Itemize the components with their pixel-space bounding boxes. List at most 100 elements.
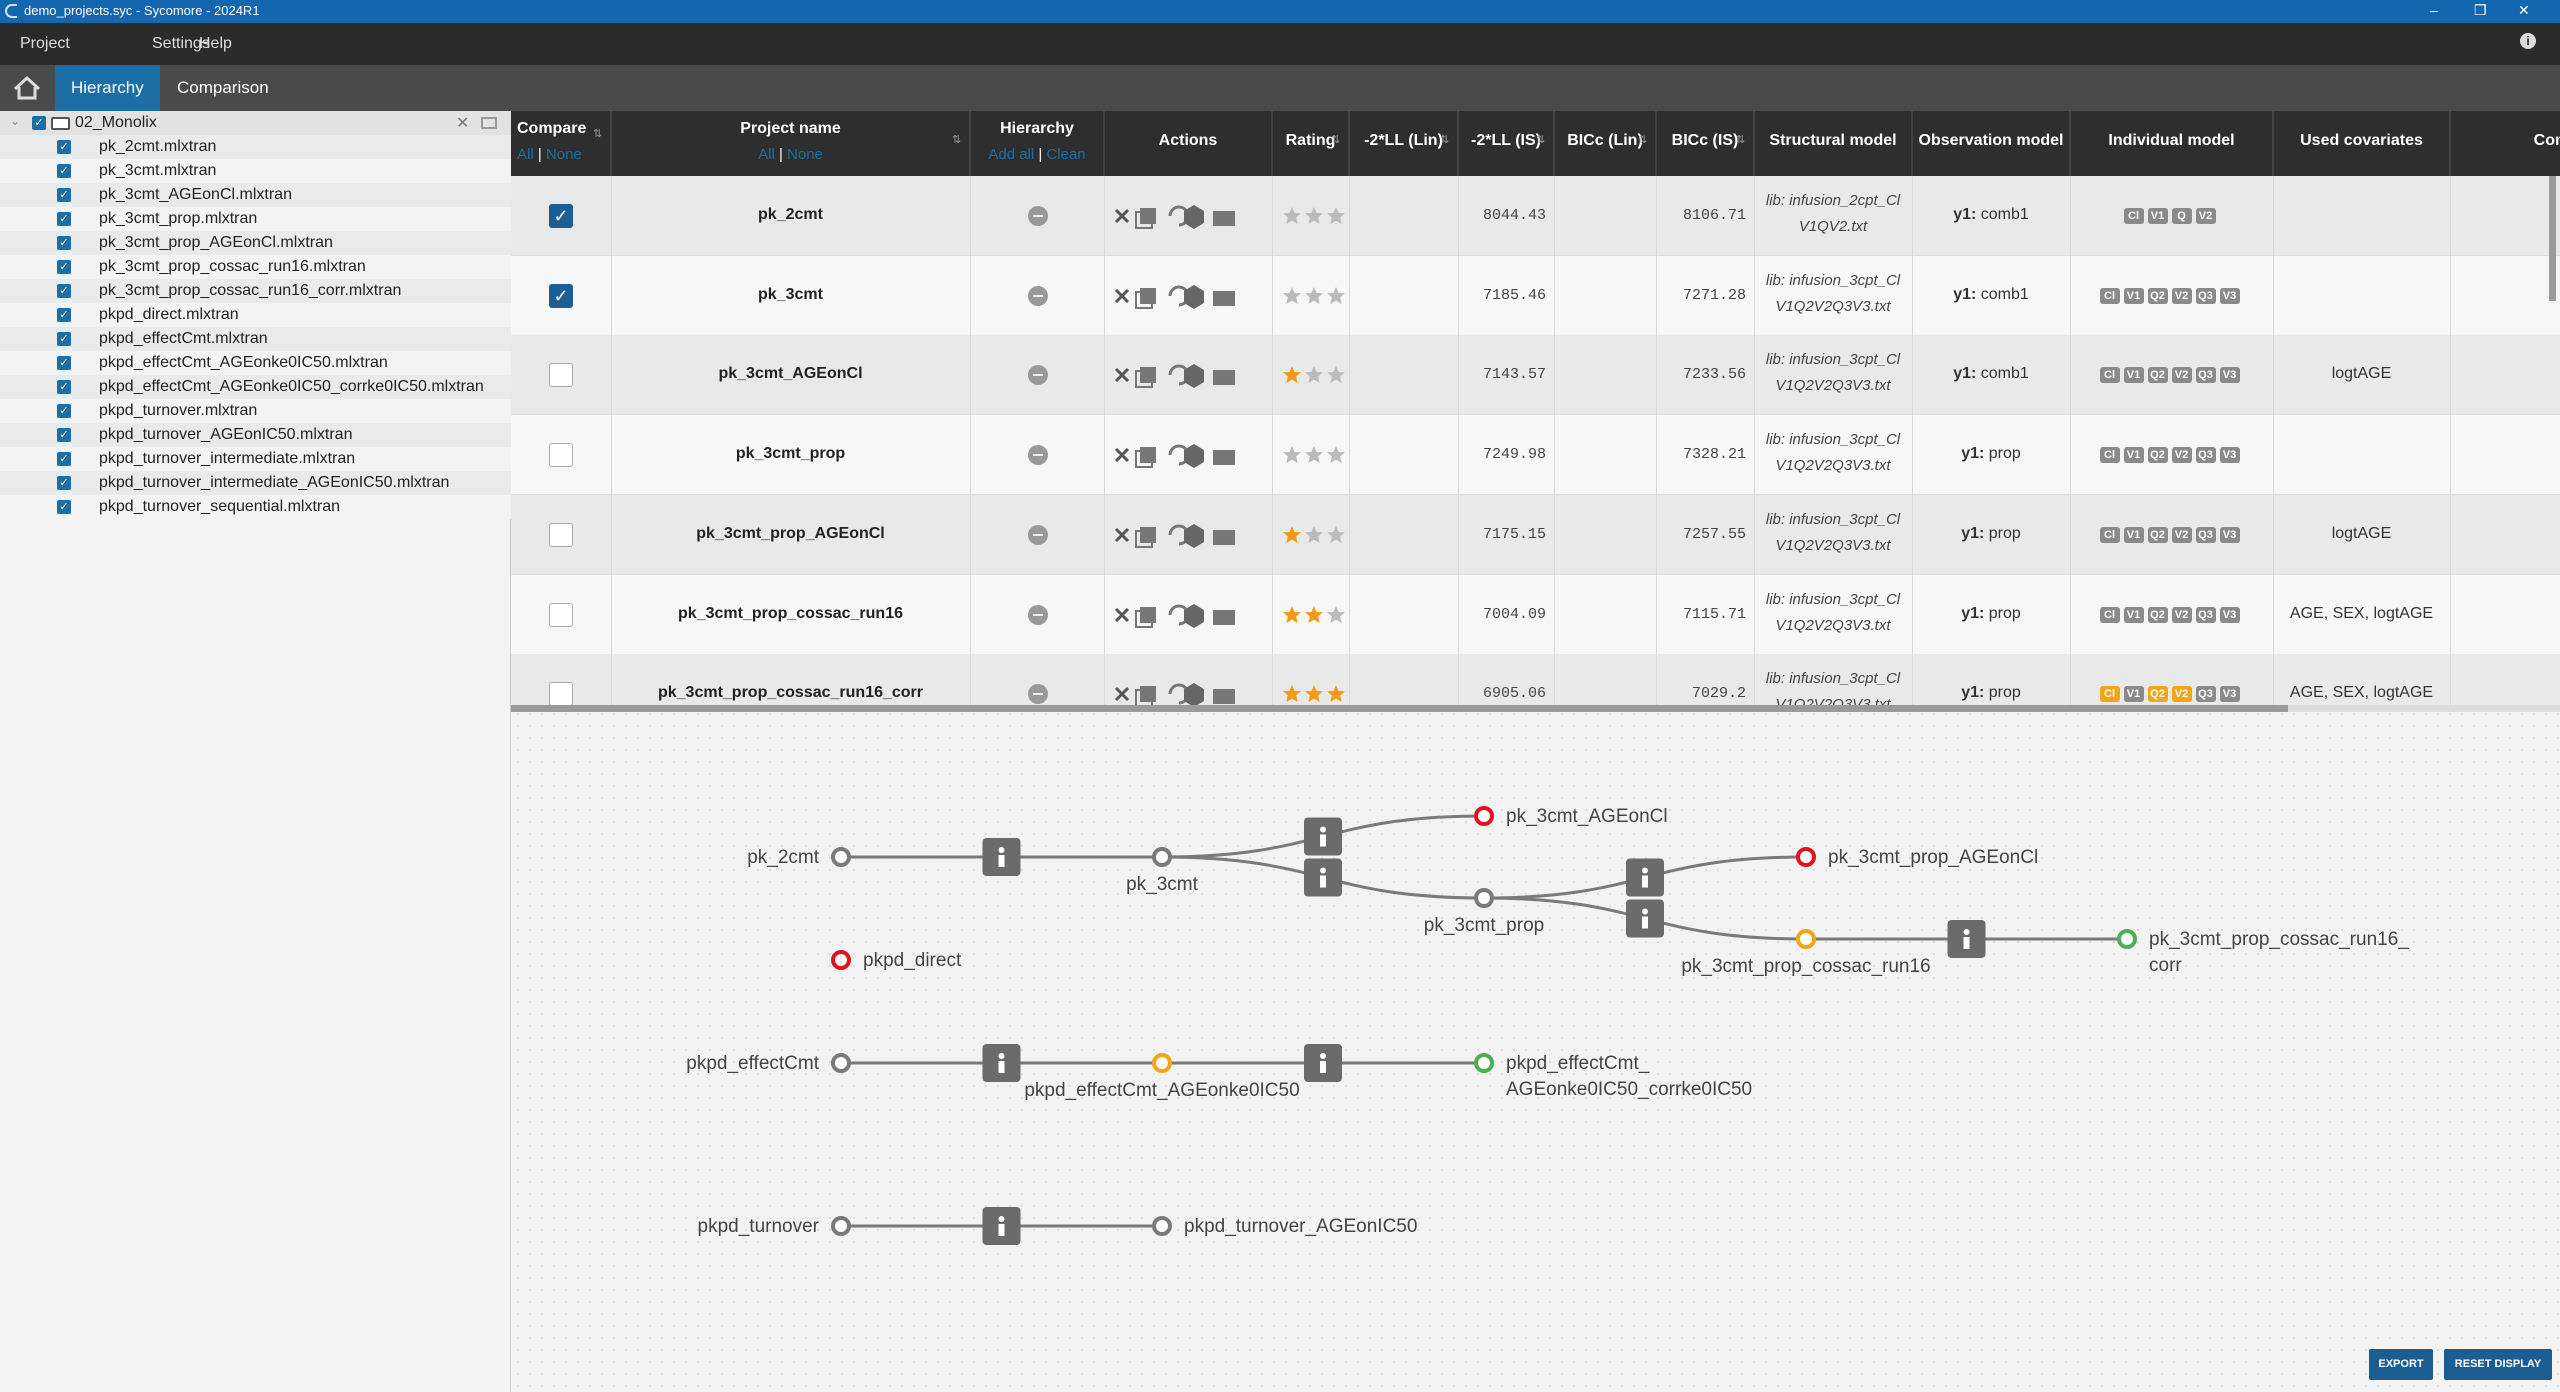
column-header[interactable]: Rating (1285, 132, 1336, 149)
checkbox[interactable]: ✓ (57, 428, 71, 442)
checkbox[interactable]: ✓ (32, 116, 46, 130)
edge-compare-button[interactable] (1304, 817, 1342, 856)
scrollbar-thumb[interactable] (511, 705, 2288, 712)
tree-file[interactable]: pkpd_effectCmt.mlxtran (99, 330, 268, 347)
edge-compare-button[interactable] (1304, 858, 1342, 897)
header-link[interactable]: All (517, 146, 534, 163)
tree-file[interactable]: pkpd_turnover.mlxtran (99, 402, 258, 419)
edge-compare-button[interactable] (1304, 1044, 1342, 1082)
menu-item[interactable]: Project (20, 35, 70, 52)
header-link[interactable]: None (545, 146, 582, 163)
tree-file[interactable]: pkpd_direct.mlxtran (99, 306, 239, 323)
checkbox[interactable]: ✓ (57, 260, 71, 274)
checkbox[interactable]: ✓ (57, 236, 71, 250)
sort-arrow[interactable]: ⇅ (1440, 134, 1450, 146)
checkbox[interactable]: ✓ (57, 404, 71, 418)
tree-file[interactable]: pk_3cmt_prop.mlxtran (99, 210, 258, 227)
column-header[interactable]: Used covariates (2300, 132, 2423, 149)
tree-file[interactable]: pk_3cmt_AGEonCl.mlxtran (99, 186, 292, 203)
action-icons[interactable] (1110, 276, 1270, 316)
column-header[interactable]: Project name (740, 120, 841, 137)
column-header[interactable]: Structural model (1769, 132, 1897, 149)
column-header[interactable]: Observation model (1918, 132, 2064, 149)
rating[interactable] (1280, 201, 1350, 231)
rating[interactable] (1280, 520, 1350, 550)
checkbox[interactable]: ✓ (57, 140, 71, 154)
action-icons[interactable] (1110, 196, 1270, 236)
tree-file[interactable]: pk_3cmt_prop_AGEonCl.mlxtran (99, 234, 333, 251)
close-icon[interactable]: ✕ (456, 115, 470, 132)
compare-checkbox[interactable] (549, 363, 573, 388)
checkbox[interactable]: ✓ (57, 308, 71, 322)
reset-display-button[interactable]: RESET DISPLAY (2444, 1349, 2552, 1380)
tree-file[interactable]: pk_3cmt.mlxtran (99, 162, 217, 179)
window-control[interactable]: ❐ (2474, 2, 2487, 18)
edge-compare-button[interactable] (1626, 858, 1664, 897)
tree-file[interactable]: pkpd_turnover_AGEonIC50.mlxtran (99, 426, 353, 443)
sort-arrow[interactable]: ⇅ (1638, 134, 1648, 146)
tab[interactable]: Hierarchy (71, 78, 144, 97)
checkbox[interactable]: ✓ (57, 212, 71, 226)
column-header[interactable]: Comments (2533, 132, 2560, 149)
column-header[interactable]: -2*LL (IS) (1471, 132, 1541, 149)
home-button[interactable] (0, 65, 55, 111)
tree-file[interactable]: pk_3cmt_prop_cossac_run16_corr.mlxtran (99, 282, 402, 299)
sort-arrow[interactable]: ⇅ (1736, 134, 1746, 146)
column-header[interactable]: BICc (Lin) (1567, 132, 1643, 149)
compare-checkbox[interactable] (549, 522, 573, 547)
tree-file[interactable]: pkpd_effectCmt_AGEonke0IC50_corrke0IC50.… (99, 378, 484, 395)
rating[interactable] (1280, 360, 1350, 390)
checkbox[interactable]: ✓ (57, 164, 71, 178)
edge-compare-button[interactable] (982, 1207, 1021, 1245)
checkbox[interactable]: ✓ (57, 452, 71, 466)
compare-checkbox[interactable] (549, 682, 573, 707)
rating[interactable] (1280, 600, 1350, 630)
header-link[interactable]: Clean (1046, 146, 1086, 163)
rating[interactable] (1280, 679, 1350, 709)
action-icons[interactable] (1110, 674, 1270, 712)
tab[interactable]: Comparison (177, 78, 269, 97)
tree-file[interactable]: pkpd_turnover_intermediate_AGEonIC50.mlx… (99, 474, 450, 491)
checkbox[interactable]: ✓ (57, 284, 71, 298)
vertical-scrollbar[interactable] (2549, 176, 2556, 301)
column-header[interactable]: -2*LL (Lin) (1364, 132, 1443, 149)
info-icon[interactable]: i (2520, 33, 2536, 49)
header-link[interactable]: None (787, 146, 823, 163)
menu-item[interactable]: Help (199, 35, 232, 52)
action-icons[interactable] (1110, 355, 1270, 395)
compare-checkbox[interactable]: ✓ (549, 283, 573, 308)
window-control[interactable]: ✕ (2518, 2, 2530, 18)
export-button[interactable]: EXPORT (2369, 1349, 2433, 1380)
action-icons[interactable] (1110, 595, 1270, 635)
checkbox[interactable]: ✓ (57, 332, 71, 346)
column-header[interactable]: Compare (517, 120, 587, 137)
edge-compare-button[interactable] (1626, 899, 1664, 938)
sort-arrow[interactable]: ⇅ (1536, 134, 1546, 146)
checkbox[interactable]: ✓ (57, 356, 71, 370)
checkbox[interactable]: ✓ (57, 380, 71, 394)
tree-file[interactable]: pkpd_turnover_sequential.mlxtran (99, 498, 341, 515)
column-header[interactable]: Individual model (2108, 132, 2235, 149)
column-header[interactable]: Hierarchy (1000, 120, 1074, 137)
tree-file[interactable]: pkpd_effectCmt_AGEonke0IC50.mlxtran (99, 354, 388, 371)
column-header[interactable]: BICc (IS) (1671, 132, 1739, 149)
tree-file[interactable]: pk_3cmt_prop_cossac_run16.mlxtran (99, 258, 366, 275)
sort-arrow[interactable]: ⇅ (1331, 134, 1341, 146)
checkbox[interactable]: ✓ (57, 476, 71, 490)
expander[interactable]: ⌄ (10, 114, 21, 128)
edge-compare-button[interactable] (982, 1044, 1021, 1082)
columns-icon[interactable] (481, 117, 497, 129)
tree-file[interactable]: pkpd_turnover_intermediate.mlxtran (99, 450, 356, 467)
action-icons[interactable] (1110, 435, 1270, 475)
checkbox[interactable]: ✓ (57, 500, 71, 514)
checkbox[interactable]: ✓ (57, 188, 71, 202)
compare-checkbox[interactable] (549, 443, 573, 468)
header-link[interactable]: All (758, 146, 775, 163)
column-header[interactable]: Actions (1158, 132, 1218, 149)
sort-arrow[interactable]: ⇅ (952, 134, 962, 146)
sort-arrow[interactable]: ⇅ (593, 128, 603, 140)
compare-checkbox[interactable] (549, 602, 573, 627)
rating[interactable] (1280, 440, 1350, 470)
edge-compare-button[interactable] (982, 838, 1021, 876)
action-icons[interactable] (1110, 515, 1270, 555)
